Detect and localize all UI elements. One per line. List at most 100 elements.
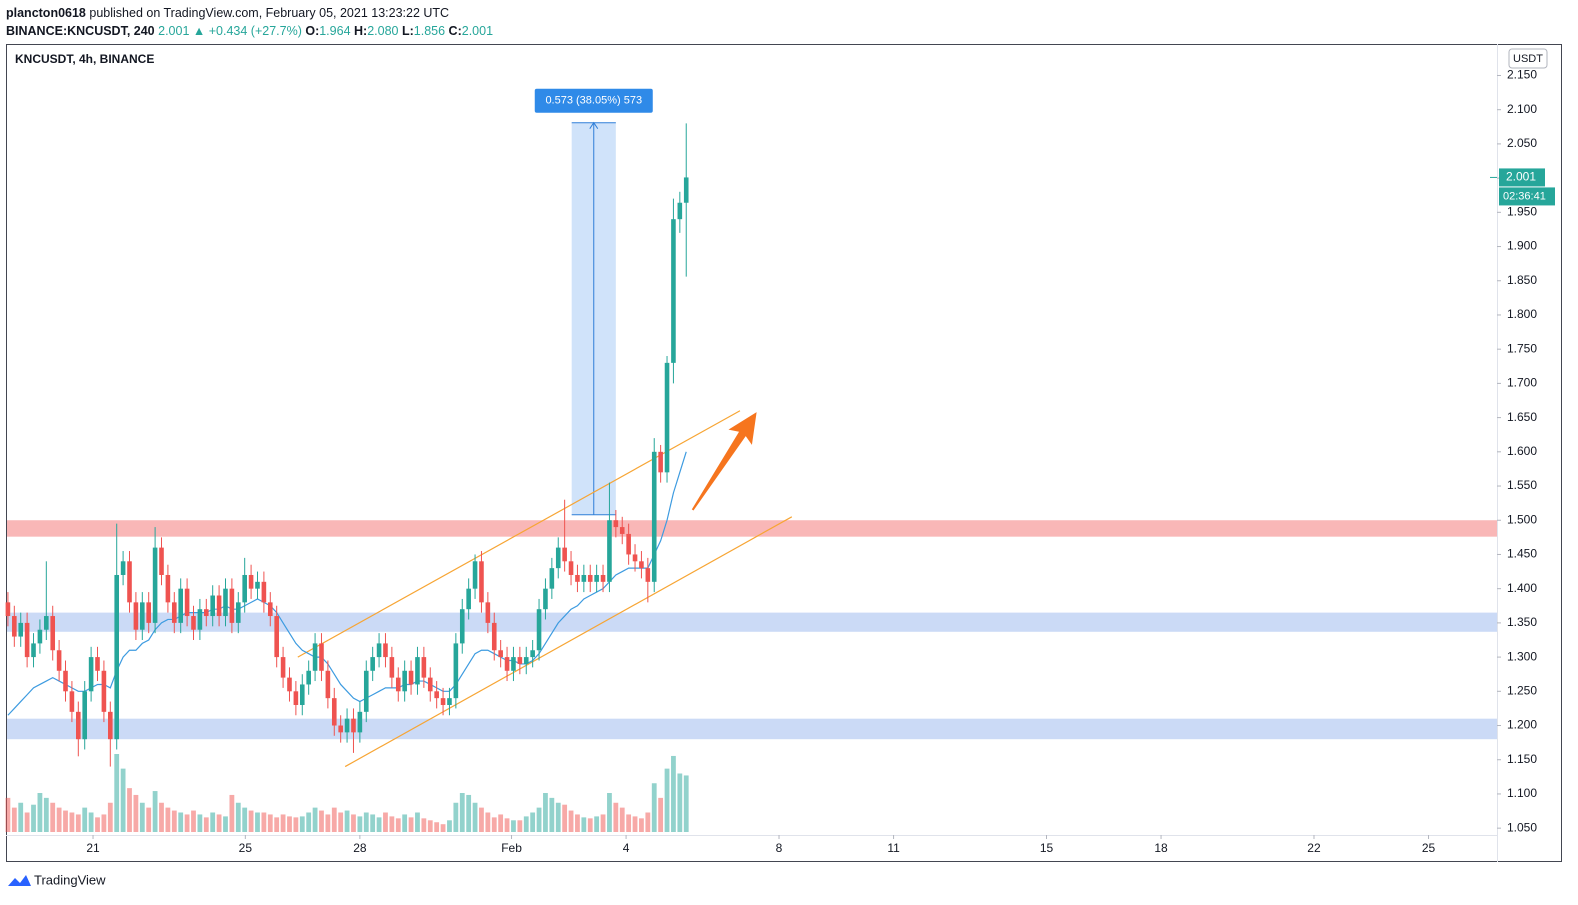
y-tick-label: 1.900 (1507, 239, 1537, 253)
candle-body (645, 568, 651, 582)
candle-body (235, 602, 241, 623)
candle-body (127, 561, 132, 603)
candle-body (242, 574, 247, 603)
candle-body (479, 561, 484, 603)
volume-bar (594, 816, 600, 832)
volume-bar (363, 812, 369, 832)
candle-body (600, 574, 606, 582)
volume-bar (338, 812, 344, 832)
x-tick-label: 11 (887, 841, 900, 855)
volume-bar (50, 802, 56, 832)
candle-body (581, 574, 587, 582)
y-tick-label: 1.450 (1507, 547, 1537, 561)
volume-bar (43, 797, 49, 832)
candle-body (88, 657, 94, 692)
volume-bar (645, 812, 651, 832)
change: ▲ +0.434 (+27.7%) (192, 24, 302, 38)
volume-bar (139, 802, 145, 832)
footer: TradingView (34, 872, 106, 887)
volume-bar (11, 807, 17, 832)
candle-body (69, 691, 75, 712)
candle-body (184, 588, 190, 617)
candle-body (306, 670, 311, 685)
candle-body (31, 643, 36, 658)
volume-bar (235, 802, 241, 832)
volume-bar (171, 810, 177, 832)
candle-body (331, 698, 337, 726)
volume-bar (216, 814, 222, 832)
volume-bar (69, 812, 75, 832)
candle-body (376, 643, 382, 658)
candle-body (421, 657, 427, 678)
volume-bar (319, 810, 324, 832)
candle-body (658, 451, 663, 473)
volume-bar (63, 810, 68, 832)
candle-body (575, 574, 580, 582)
volume-bar (395, 818, 401, 832)
volume-bar (491, 817, 497, 832)
volume-bar (5, 797, 11, 832)
candle-body (248, 574, 254, 589)
volume-bar (299, 816, 305, 832)
ohlc-value: 1.856 (413, 24, 446, 38)
y-tick-label: 2.100 (1507, 102, 1537, 116)
candle-body (587, 574, 593, 582)
logo (8, 875, 31, 886)
volume-bar (613, 802, 619, 832)
candle-body (146, 602, 152, 623)
header: plancton0618 published on TradingView.co… (6, 4, 493, 40)
x-tick-label: 8 (776, 841, 783, 855)
candle-body (325, 670, 331, 699)
published: published on TradingView.com, February 0… (89, 6, 450, 20)
y-tick-label: 1.950 (1507, 204, 1537, 218)
y-tick-label: 1.200 (1507, 718, 1537, 732)
volume-bar (159, 802, 164, 832)
candle-body (338, 725, 343, 733)
x-tick-label: 4 (623, 841, 630, 855)
volume-bar (325, 814, 331, 832)
volume-bar (536, 807, 542, 832)
candle-body (530, 650, 535, 658)
candle-body (44, 616, 49, 630)
candle-body (133, 602, 139, 630)
volume-bar (114, 754, 120, 832)
x-tick-label: 28 (353, 841, 367, 855)
volume-bar (664, 768, 670, 832)
volume-bar (146, 807, 152, 832)
candle-body (120, 561, 126, 575)
x-tick-label: Feb (501, 841, 522, 855)
candle-body (594, 574, 599, 582)
candle-body (683, 177, 689, 203)
candle-body (357, 711, 363, 733)
candle-body (267, 602, 273, 617)
volume-bar (619, 807, 625, 832)
volume-bar (107, 802, 113, 832)
volume-bar (568, 810, 574, 832)
candle-body (402, 670, 407, 692)
volume-bar (280, 814, 286, 832)
candle-body (504, 657, 510, 671)
candle-body (319, 643, 324, 671)
volume-bar (427, 820, 433, 832)
y-tick-label: 1.850 (1507, 273, 1537, 287)
candle-body (18, 622, 24, 637)
volume-bar (274, 817, 280, 832)
volume-bar (344, 810, 350, 832)
volume-bar (504, 818, 510, 832)
volume-bar (658, 797, 664, 832)
x-tick-label: 18 (1154, 841, 1168, 855)
y-tick-label: 1.750 (1507, 341, 1537, 355)
volume-bar (229, 794, 235, 832)
volume-bar (293, 817, 299, 832)
volume-bar (511, 820, 516, 832)
candle-body (466, 588, 471, 610)
candle-body (114, 574, 120, 740)
volume-bar (485, 812, 491, 832)
volume-bar (517, 820, 523, 832)
y-tick-label: 1.500 (1507, 512, 1537, 526)
candle-body (363, 670, 369, 712)
candle-body (626, 533, 631, 555)
candle-body (299, 684, 305, 705)
volume-bar (543, 793, 548, 832)
